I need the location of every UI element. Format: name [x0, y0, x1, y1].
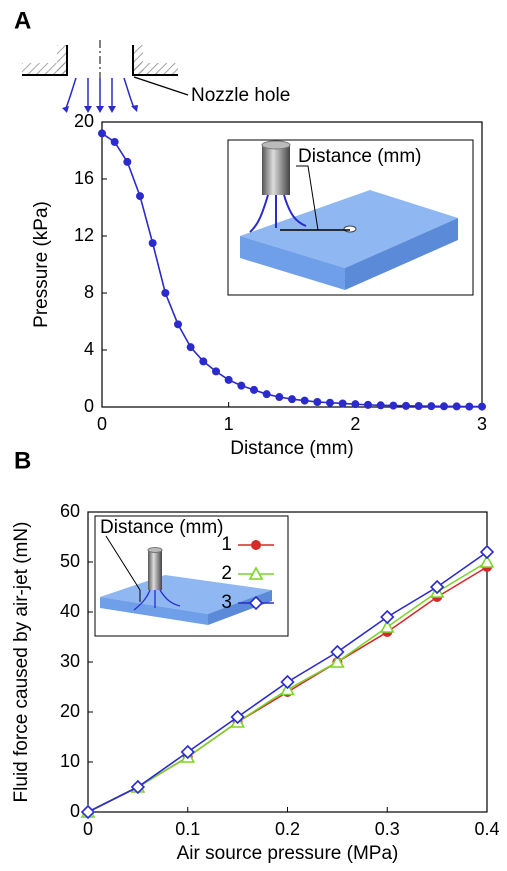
x-tick-label: 0.4 [474, 819, 499, 839]
marker [427, 402, 436, 411]
marker [136, 192, 144, 201]
marker [429, 579, 445, 595]
x-tick-label: 0.1 [175, 819, 200, 839]
y-tick-label: 16 [74, 168, 94, 188]
marker [250, 385, 258, 394]
marker [402, 401, 410, 410]
y-tick-label: 40 [60, 601, 80, 621]
marker [379, 619, 395, 633]
marker [110, 137, 119, 146]
y-tick-label: 8 [84, 282, 94, 302]
legend-label: 3 [221, 592, 232, 613]
x-tick-label: 1 [224, 414, 234, 434]
x-axis-title: Air source pressure (MPa) [177, 843, 399, 864]
x-tick-label: 2 [350, 414, 360, 434]
marker [199, 357, 208, 366]
marker [313, 398, 322, 407]
nozzle-diagram [22, 40, 189, 113]
marker [338, 399, 347, 408]
marker [376, 401, 385, 410]
marker [174, 320, 182, 329]
panel-label: A [14, 7, 31, 34]
y-tick-label: 20 [60, 701, 80, 721]
marker [262, 390, 271, 399]
x-axis-title: Distance (mm) [230, 438, 354, 459]
marker [380, 609, 395, 625]
legend-label: 1 [221, 534, 232, 555]
marker [465, 402, 474, 411]
marker [186, 343, 195, 352]
marker [479, 544, 495, 560]
legend-marker [248, 595, 264, 611]
y-axis-title: Pressure (kPa) [31, 201, 52, 328]
x-tick-label: 3 [477, 414, 487, 434]
legend-marker [248, 566, 264, 580]
y-tick-label: 60 [60, 501, 80, 521]
y-tick-label: 0 [84, 396, 94, 416]
marker [326, 398, 334, 407]
marker [230, 709, 245, 725]
marker [98, 129, 106, 138]
x-tick-label: 0 [83, 819, 93, 839]
y-tick-label: 0 [70, 801, 80, 821]
marker [300, 396, 309, 405]
marker [148, 239, 157, 248]
marker [161, 289, 170, 297]
y-tick-label: 12 [74, 225, 94, 245]
y-tick-label: 4 [84, 339, 94, 359]
y-tick-label: 30 [60, 651, 80, 671]
marker [288, 395, 296, 404]
marker [130, 779, 146, 795]
marker [414, 402, 423, 411]
marker [440, 402, 448, 411]
marker [237, 381, 246, 390]
inset-label: Distance (mm) [100, 517, 224, 538]
marker [280, 674, 295, 690]
marker [330, 654, 345, 668]
marker [479, 554, 495, 568]
marker [478, 402, 486, 411]
marker [123, 157, 132, 166]
y-axis-title: Fluid force caused by air-jet (mN) [11, 522, 32, 803]
x-tick-label: 0.2 [275, 819, 300, 839]
marker [351, 400, 360, 409]
legend-label: 2 [221, 563, 232, 584]
marker [212, 367, 220, 376]
marker [452, 402, 461, 411]
marker [389, 401, 398, 410]
marker [364, 400, 372, 409]
y-tick-label: 50 [60, 551, 80, 571]
y-tick-label: 20 [74, 111, 94, 131]
marker [180, 744, 195, 760]
y-tick-label: 10 [60, 751, 80, 771]
marker [330, 644, 345, 660]
marker [80, 804, 96, 820]
legend-marker [251, 540, 261, 550]
inset-diagram [227, 139, 474, 296]
marker [224, 375, 233, 384]
panel-label: B [14, 447, 31, 474]
annotation: Nozzle hole [191, 85, 290, 106]
marker [275, 393, 284, 402]
inset-label: Distance (mm) [298, 146, 422, 167]
x-tick-label: 0.3 [375, 819, 400, 839]
x-tick-label: 0 [97, 414, 107, 434]
plot-frame [101, 121, 483, 408]
